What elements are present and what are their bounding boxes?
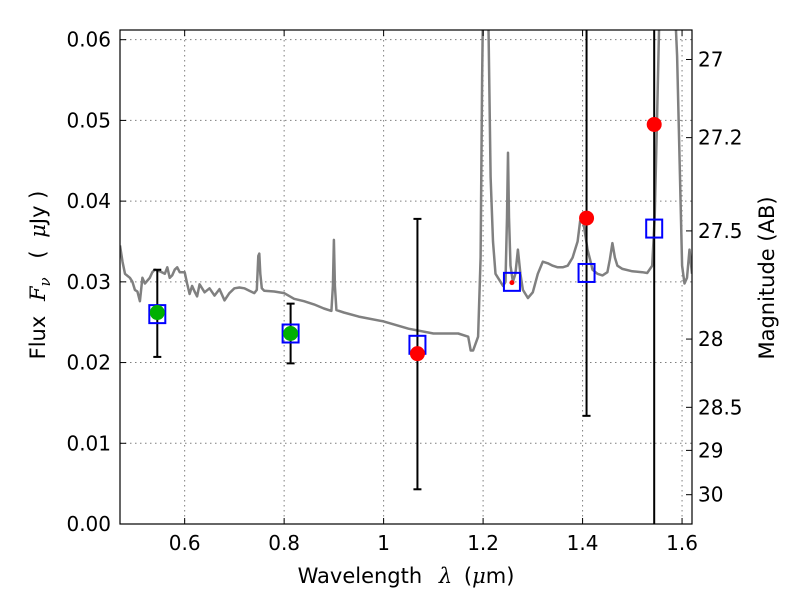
- y-tick-label: 0.03: [66, 270, 111, 294]
- model-photometry-point: [577, 262, 596, 283]
- y-axis-label: Flux Fν ( μJy ): [26, 191, 55, 360]
- model-photometry-point: [645, 218, 664, 239]
- x-tick-label: 0.6: [169, 531, 201, 555]
- model-photometry-point: [281, 323, 300, 344]
- y-axis-label-subscript: ν: [36, 277, 54, 286]
- upper-limit-point: [579, 210, 595, 226]
- axes-frame: [119, 29, 693, 525]
- magnitude-tick-label: 27.2: [698, 126, 743, 150]
- x-tick-label: 1.6: [666, 531, 698, 555]
- upper-limit-point: [509, 280, 515, 286]
- y-axis-label-unit-mu: μ: [26, 224, 50, 238]
- y-axis-label-unit-open: (: [26, 250, 50, 258]
- detection-point: [283, 326, 299, 342]
- x-axis-label: Wavelength λ (μm): [298, 564, 515, 588]
- y-tick-label: 0.04: [66, 189, 111, 213]
- detection-point: [149, 305, 165, 321]
- tick-layer: 0.6 0.8 1 1.2 1.4 1.6 0.00 0.01 0.02 0.03 0.04 0.05…: [66, 28, 742, 555]
- upper-limit-point: [409, 346, 425, 362]
- magnitude-tick-label: 27.5: [698, 219, 743, 243]
- y-axis-label-symbol: F: [26, 285, 50, 302]
- x-tick-label: 1.2: [467, 531, 499, 555]
- plot-frame: [119, 29, 693, 525]
- magnitude-tick-label: 27: [698, 47, 723, 71]
- x-axis-label-unit-rest: m): [486, 564, 515, 588]
- y-tick-label: 0.06: [66, 28, 111, 52]
- magnitude-tick-label: 28: [698, 327, 723, 351]
- model-spectrum-line: [120, 30, 692, 352]
- x-tick-label: 1: [377, 531, 390, 555]
- data-points-layer: [148, 116, 664, 362]
- model-spectrum-layer: [120, 30, 692, 352]
- y-tick-label: 0.00: [66, 512, 111, 536]
- x-axis-label-symbol: λ: [438, 564, 452, 588]
- y-axis-label-unit-rest: Jy ): [26, 191, 50, 227]
- x-axis-label-text: Wavelength: [298, 564, 423, 588]
- x-axis-label-unit-open: (: [464, 564, 472, 588]
- x-tick-label: 0.8: [268, 531, 300, 555]
- grid: [120, 30, 692, 524]
- magnitude-axis-label: Magnitude (AB): [755, 196, 779, 359]
- x-tick-label: 1.4: [567, 531, 599, 555]
- y-tick-label: 0.02: [66, 351, 111, 375]
- y-tick-label: 0.01: [66, 431, 111, 455]
- y-axis-label-prefix: Flux: [26, 316, 50, 360]
- x-axis-label-unit-mu: μ: [472, 564, 486, 588]
- magnitude-tick-label: 28.5: [698, 395, 743, 419]
- magnitude-tick-label: 29: [698, 438, 723, 462]
- y-tick-label: 0.05: [66, 108, 111, 132]
- magnitude-tick-label: 30: [698, 483, 723, 507]
- upper-limit-point: [646, 116, 662, 132]
- model-photometry-point: [502, 271, 521, 292]
